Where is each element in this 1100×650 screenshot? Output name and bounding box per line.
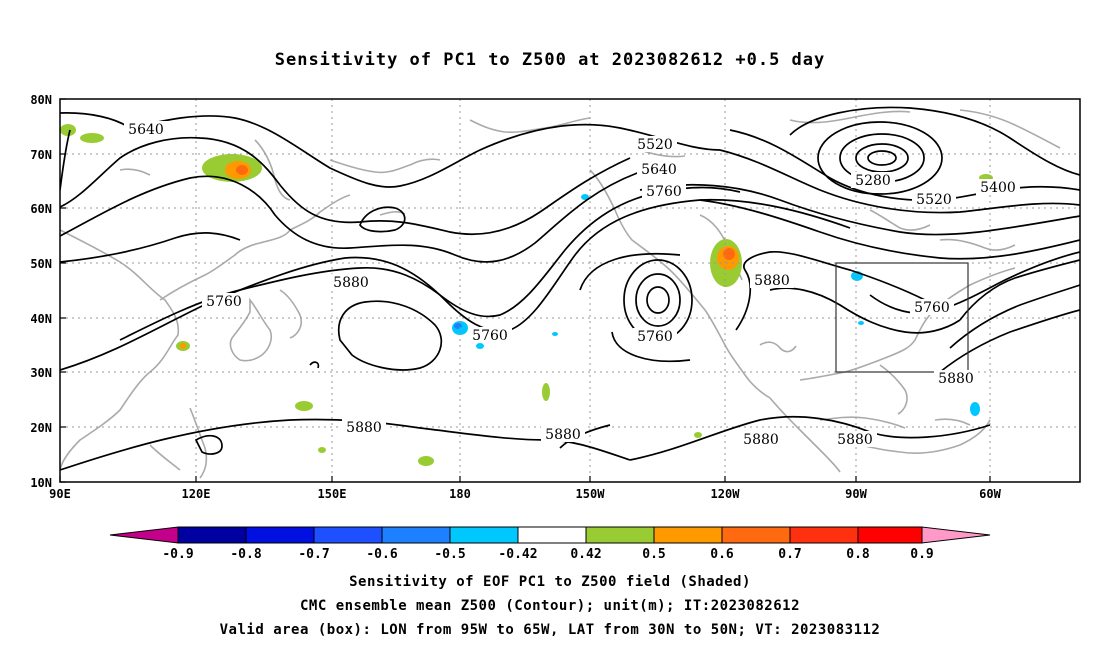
colorbar-label: 0.5: [642, 547, 665, 562]
lat-label: 60N: [30, 202, 52, 216]
negative-patch: [476, 343, 484, 349]
colorbar-label: -0.9: [162, 547, 193, 562]
contour-label: 5400: [980, 180, 1016, 196]
contour-label: 5760: [472, 328, 508, 344]
positive-patch: [80, 133, 104, 143]
lat-label: 70N: [30, 148, 52, 162]
negative-patch: [858, 321, 864, 325]
colorbar-label: 0.9: [910, 547, 933, 562]
negative-patch: [552, 332, 558, 336]
contour-label: 5280: [855, 173, 891, 189]
colorbar-swatch: [313, 526, 383, 544]
colorbar-label: 0.8: [846, 547, 870, 562]
lon-label: 60W: [979, 487, 1001, 501]
negative-patch: [970, 402, 980, 416]
colorbar-label: -0.8: [230, 547, 261, 562]
colorbar-swatch: [789, 526, 859, 544]
contour-labels: 5640 5520 5640 5760 5280 5400 5520 5760 …: [124, 121, 1020, 448]
positive-patch: [60, 124, 76, 136]
positive-patch: [418, 456, 434, 466]
positive-patch: [236, 165, 248, 175]
contour-label: 5520: [637, 137, 673, 153]
contour-label: 5760: [646, 184, 682, 200]
contour-label: 5880: [333, 275, 369, 291]
lat-label: 50N: [30, 257, 52, 271]
longitude-labels: 90E 120E 150E 180 150W 120W 90W 60W: [49, 487, 1001, 501]
lon-label: 180: [449, 487, 471, 501]
map-plot-area: [60, 99, 1080, 482]
lat-label: 30N: [30, 366, 52, 380]
lat-label: 80N: [30, 93, 52, 107]
colorbar-end-right: [921, 526, 991, 544]
map-title: Sensitivity of PC1 to Z500 at 2023082612…: [274, 50, 826, 70]
contour-label: 5880: [754, 273, 790, 289]
lat-label: 40N: [30, 312, 52, 326]
contour-label: 5880: [743, 432, 779, 448]
negative-patch: [581, 194, 589, 200]
colorbar-swatch: [585, 526, 655, 544]
colorbar-swatch: [517, 526, 587, 544]
positive-patch: [694, 432, 702, 438]
positive-patch: [542, 383, 550, 401]
lon-label: 120E: [182, 487, 211, 501]
colorbar-swatch: [381, 526, 451, 544]
positive-patch: [180, 343, 186, 349]
lon-label: 90E: [49, 487, 71, 501]
lon-label: 90W: [845, 487, 867, 501]
contour-label: 5880: [545, 427, 581, 443]
footer-line-shading: Sensitivity of EOF PC1 to Z500 field (Sh…: [349, 574, 751, 590]
colorbar-end-left: [109, 526, 179, 544]
contour-label: 5640: [641, 162, 677, 178]
tick-marks: [59, 98, 991, 483]
valid-area-box: [835, 262, 969, 373]
latitude-labels: 80N 70N 60N 50N 40N 30N 20N 10N: [30, 93, 52, 490]
lon-label: 120W: [711, 487, 741, 501]
footer-line-valid-area: Valid area (box): LON from 95W to 65W, L…: [219, 622, 881, 638]
map-frame: [59, 98, 1081, 483]
colorbar-swatch: [177, 526, 247, 544]
positive-patch: [723, 248, 735, 260]
contour-label: 5760: [637, 329, 673, 345]
contour-label: 5880: [346, 420, 382, 436]
contour-label: 5880: [938, 371, 974, 387]
colorbar-swatch: [721, 526, 791, 544]
colorbar-swatch: [857, 526, 923, 544]
contour-label: 5520: [916, 192, 952, 208]
negative-patch: [454, 323, 462, 329]
contour-label: 5760: [206, 294, 242, 310]
colorbar-label: -0.5: [434, 547, 465, 562]
positive-patch: [318, 447, 326, 453]
colorbar-swatch: [245, 526, 315, 544]
colorbar-label: -0.7: [298, 547, 329, 562]
contour-label: 5880: [837, 432, 873, 448]
colorbar-label: -0.42: [498, 547, 537, 562]
lat-label: 10N: [30, 476, 52, 490]
contour-label: 5640: [128, 122, 164, 138]
positive-patch: [295, 401, 313, 411]
colorbar: -0.9 -0.8 -0.7 -0.6 -0.5 -0.42 0.42 0.5 …: [109, 526, 991, 562]
lat-label: 20N: [30, 421, 52, 435]
lon-label: 150W: [576, 487, 606, 501]
colorbar-label: 0.6: [710, 547, 734, 562]
colorbar-label: -0.6: [366, 547, 397, 562]
contour-label: 5760: [914, 300, 950, 316]
colorbar-swatch: [449, 526, 519, 544]
lon-label: 150E: [318, 487, 347, 501]
colorbar-label: 0.42: [570, 547, 601, 562]
colorbar-label: 0.7: [778, 547, 801, 562]
colorbar-swatch: [653, 526, 723, 544]
footer-line-contour: CMC ensemble mean Z500 (Contour); unit(m…: [299, 598, 800, 614]
